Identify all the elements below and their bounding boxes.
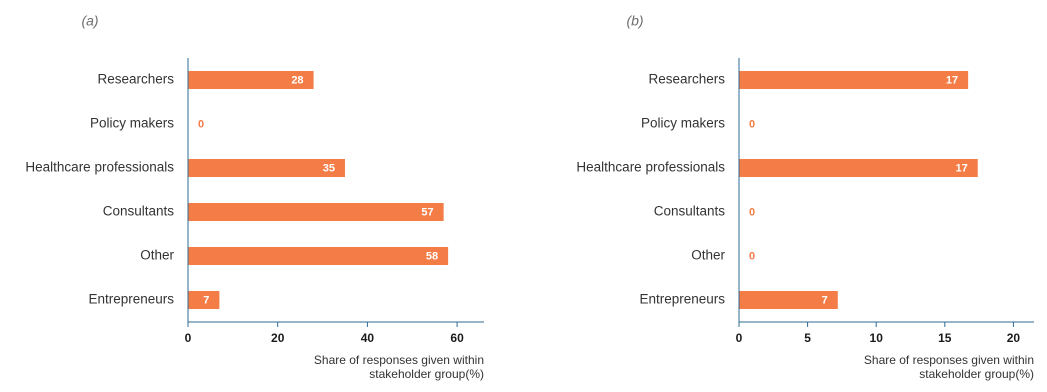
value-label-b-consultants: 0: [749, 206, 755, 218]
x-tick-label-b-1: 5: [804, 331, 811, 345]
x-tick-label-a-3: 60: [450, 331, 464, 345]
chart-panel-a: (a) Researchers 28 Policy makers 0 Healthcare…: [25, 13, 484, 381]
category-label-healthcare-professionals: Healthcare professionals: [576, 160, 725, 175]
value-label-b-researchers: 17: [946, 74, 958, 86]
x-axis-title-a-line-0: Share of responses given within: [314, 353, 484, 367]
value-label-a-policy-makers: 0: [198, 118, 204, 130]
x-tick-label-b-2: 10: [870, 331, 884, 345]
chart-panel-b: (b) Researchers 17 Policy makers 0 Healthcare…: [576, 13, 1034, 381]
panel-label-b: (b): [626, 13, 643, 29]
bar-a-entrepreneurs: [188, 291, 220, 309]
x-tick-label-b-3: 15: [938, 331, 952, 345]
panel-label-a: (a): [81, 13, 98, 29]
x-tick-label-b-4: 20: [1007, 331, 1021, 345]
value-label-a-entrepreneurs: 7: [203, 294, 209, 306]
bar-b-researchers: [739, 71, 969, 89]
category-label-other: Other: [140, 248, 174, 263]
x-axis-title-b-line-0: Share of responses given within: [864, 353, 1034, 367]
value-label-a-healthcare-professionals: 35: [323, 162, 335, 174]
x-tick-label-a-1: 20: [271, 331, 285, 345]
bar-a-healthcare-professionals: [188, 159, 345, 177]
category-label-researchers: Researchers: [648, 72, 725, 87]
value-label-b-policy-makers: 0: [749, 118, 755, 130]
category-label-consultants: Consultants: [103, 204, 175, 219]
bar-a-researchers: [188, 71, 314, 89]
x-axis-title-a-line-1: stakeholder group(%): [369, 367, 484, 381]
category-label-consultants: Consultants: [654, 204, 726, 219]
bar-a-consultants: [188, 203, 444, 221]
x-tick-label-a-0: 0: [185, 331, 192, 345]
category-label-entrepreneurs: Entrepreneurs: [639, 292, 725, 307]
category-label-entrepreneurs: Entrepreneurs: [88, 292, 174, 307]
bar-b-healthcare-professionals: [739, 159, 978, 177]
x-axis-title-b-line-1: stakeholder group(%): [919, 367, 1034, 381]
value-label-a-other: 58: [426, 250, 438, 262]
category-label-researchers: Researchers: [97, 72, 174, 87]
category-label-policy-makers: Policy makers: [641, 116, 725, 131]
bar-b-entrepreneurs: [739, 291, 838, 309]
category-label-healthcare-professionals: Healthcare professionals: [25, 160, 174, 175]
category-label-other: Other: [691, 248, 725, 263]
value-label-b-entrepreneurs: 7: [822, 294, 828, 306]
x-tick-label-b-0: 0: [736, 331, 743, 345]
value-label-b-other: 0: [749, 250, 755, 262]
value-label-a-consultants: 57: [421, 206, 433, 218]
value-label-a-researchers: 28: [291, 74, 303, 86]
x-tick-label-a-2: 40: [361, 331, 375, 345]
value-label-b-healthcare-professionals: 17: [955, 162, 967, 174]
category-label-policy-makers: Policy makers: [90, 116, 174, 131]
bar-a-other: [188, 247, 449, 265]
